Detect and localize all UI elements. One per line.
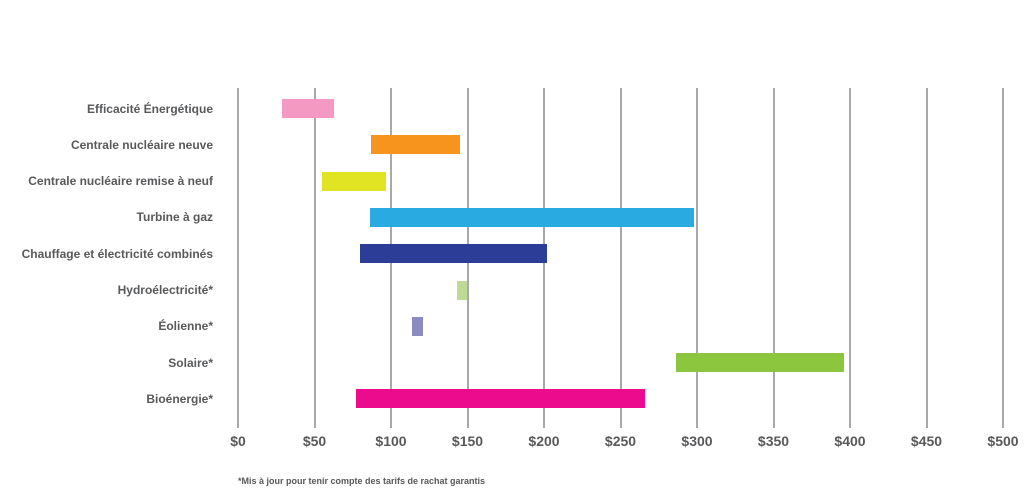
- gridline-250: [619, 88, 622, 428]
- gridline-0: [237, 88, 239, 428]
- x-tick-label-50: $50: [302, 433, 327, 449]
- x-tick-label-300: $300: [681, 433, 713, 449]
- range-bar-chauffage-et-electricite-combines: [360, 244, 548, 264]
- x-tick-label-100: $100: [375, 433, 407, 449]
- range-bar-bioenergie: [355, 389, 645, 409]
- x-tick-label-350: $350: [757, 433, 790, 449]
- x-tick-label-0: $0: [230, 433, 246, 449]
- range-bar-turbine-a-gaz: [369, 207, 694, 227]
- range-bar-efficacite-energetique: [282, 99, 335, 118]
- gridline-450: [925, 88, 928, 428]
- category-label-hydroelectricite: Hydroélectricité*: [117, 283, 213, 297]
- gridline-500: [1002, 88, 1004, 428]
- category-label-turbine-a-gaz: Turbine à gaz: [136, 210, 213, 225]
- x-tick-label-250: $250: [604, 433, 637, 449]
- gridline-350: [772, 88, 775, 428]
- chart-footnote: *Mis à jour pour tenir compte des tarifs…: [238, 476, 486, 486]
- range-bar-hydroelectricite: [456, 280, 468, 300]
- x-tick-label-500: $500: [987, 433, 1019, 449]
- category-label-bioenergie: Bioénergie*: [146, 391, 213, 406]
- category-label-efficacite-energetique: Efficacité Énergétique: [86, 101, 213, 116]
- gridline-400: [849, 88, 851, 428]
- gridline-50: [313, 88, 316, 428]
- x-tick-label-400: $400: [834, 433, 866, 449]
- category-label-eolienne: Éolienne*: [158, 319, 213, 334]
- range-bar-centrale-nucleaire-remise-a-neuf: [322, 171, 387, 191]
- gridline-300: [696, 88, 698, 428]
- x-tick-label-200: $200: [528, 433, 560, 449]
- range-bar-solaire: [675, 353, 844, 373]
- range-bar-eolienne: [412, 316, 424, 336]
- category-label-chauffage-et-electricite-combines: Chauffage et électricité combinés: [21, 246, 213, 261]
- range-bar-centrale-nucleaire-neuve: [371, 135, 460, 155]
- x-tick-label-450: $450: [910, 433, 943, 449]
- category-label-centrale-nucleaire-remise-a-neuf: Centrale nucléaire remise à neuf: [28, 174, 213, 189]
- x-tick-label-150: $150: [451, 433, 484, 449]
- category-label-centrale-nucleaire-neuve: Centrale nucléaire neuve: [70, 137, 213, 152]
- category-label-solaire: Solaire*: [168, 355, 213, 370]
